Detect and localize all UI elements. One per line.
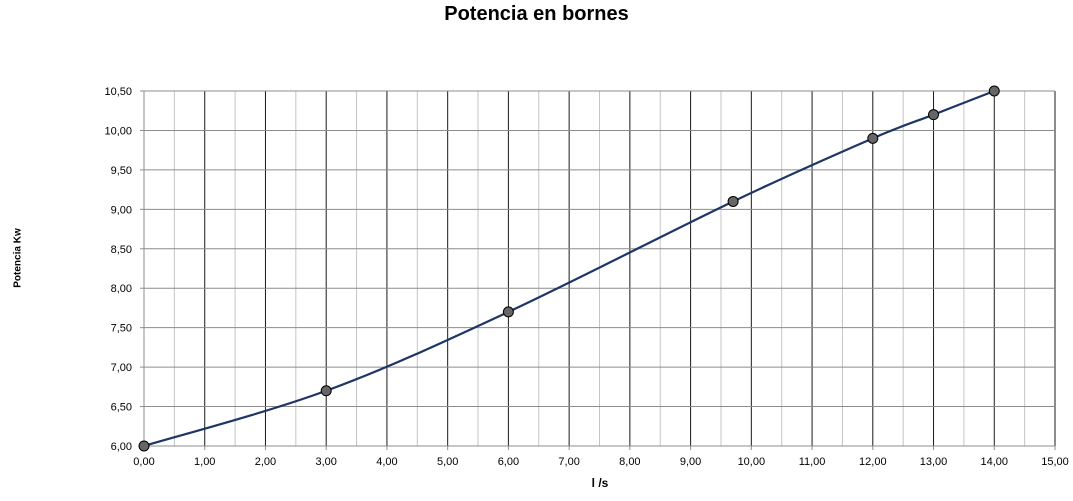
x-tick-label: 7,00 bbox=[558, 456, 579, 468]
x-tick-label: 9,00 bbox=[680, 456, 701, 468]
data-point bbox=[502, 306, 514, 318]
y-tick-label: 10,50 bbox=[104, 86, 132, 98]
x-tick-label: 2,00 bbox=[255, 456, 276, 468]
y-tick-label: 9,00 bbox=[111, 204, 132, 216]
y-tick-label: 6,00 bbox=[111, 441, 132, 453]
data-point bbox=[928, 109, 940, 121]
x-tick-label: 5,00 bbox=[437, 456, 458, 468]
grid-layer bbox=[144, 90, 1056, 446]
x-tick-label: 14,00 bbox=[981, 456, 1009, 468]
x-tick-label: 8,00 bbox=[619, 456, 640, 468]
data-point bbox=[320, 385, 332, 397]
y-tick-label: 7,50 bbox=[111, 323, 132, 335]
y-tick-label: 10,00 bbox=[104, 125, 132, 137]
series-layer bbox=[138, 85, 1000, 452]
data-point bbox=[867, 132, 879, 144]
data-point bbox=[727, 195, 739, 207]
chart-title: Potencia en bornes bbox=[444, 3, 629, 25]
y-tick-label: 7,00 bbox=[111, 362, 132, 374]
data-point bbox=[988, 85, 1000, 97]
x-tick-label: 4,00 bbox=[376, 456, 397, 468]
axis-layer: 0,00 1,00 2,00 3,00 4,00 5,00 6,00 7,00 8,00 9,00… bbox=[104, 86, 1068, 468]
x-tick-label: 13,00 bbox=[920, 456, 948, 468]
x-tick-label: 1,00 bbox=[194, 456, 215, 468]
data-point bbox=[138, 440, 150, 452]
x-tick-label: 15,00 bbox=[1041, 456, 1069, 468]
y-tick-label: 8,00 bbox=[111, 283, 132, 295]
x-tick-label: 10,00 bbox=[738, 456, 766, 468]
x-tick-label: 12,00 bbox=[859, 456, 887, 468]
x-tick-label: 3,00 bbox=[315, 456, 336, 468]
x-tick-label: 6,00 bbox=[498, 456, 519, 468]
x-tick-label: 11,00 bbox=[799, 456, 826, 468]
y-tick-label: 9,50 bbox=[111, 165, 132, 177]
y-tick-label: 6,50 bbox=[111, 402, 132, 414]
x-axis-title: l /s bbox=[591, 476, 609, 490]
y-tick-label: 8,50 bbox=[111, 244, 132, 256]
x-tick-label: 0,00 bbox=[133, 456, 154, 468]
